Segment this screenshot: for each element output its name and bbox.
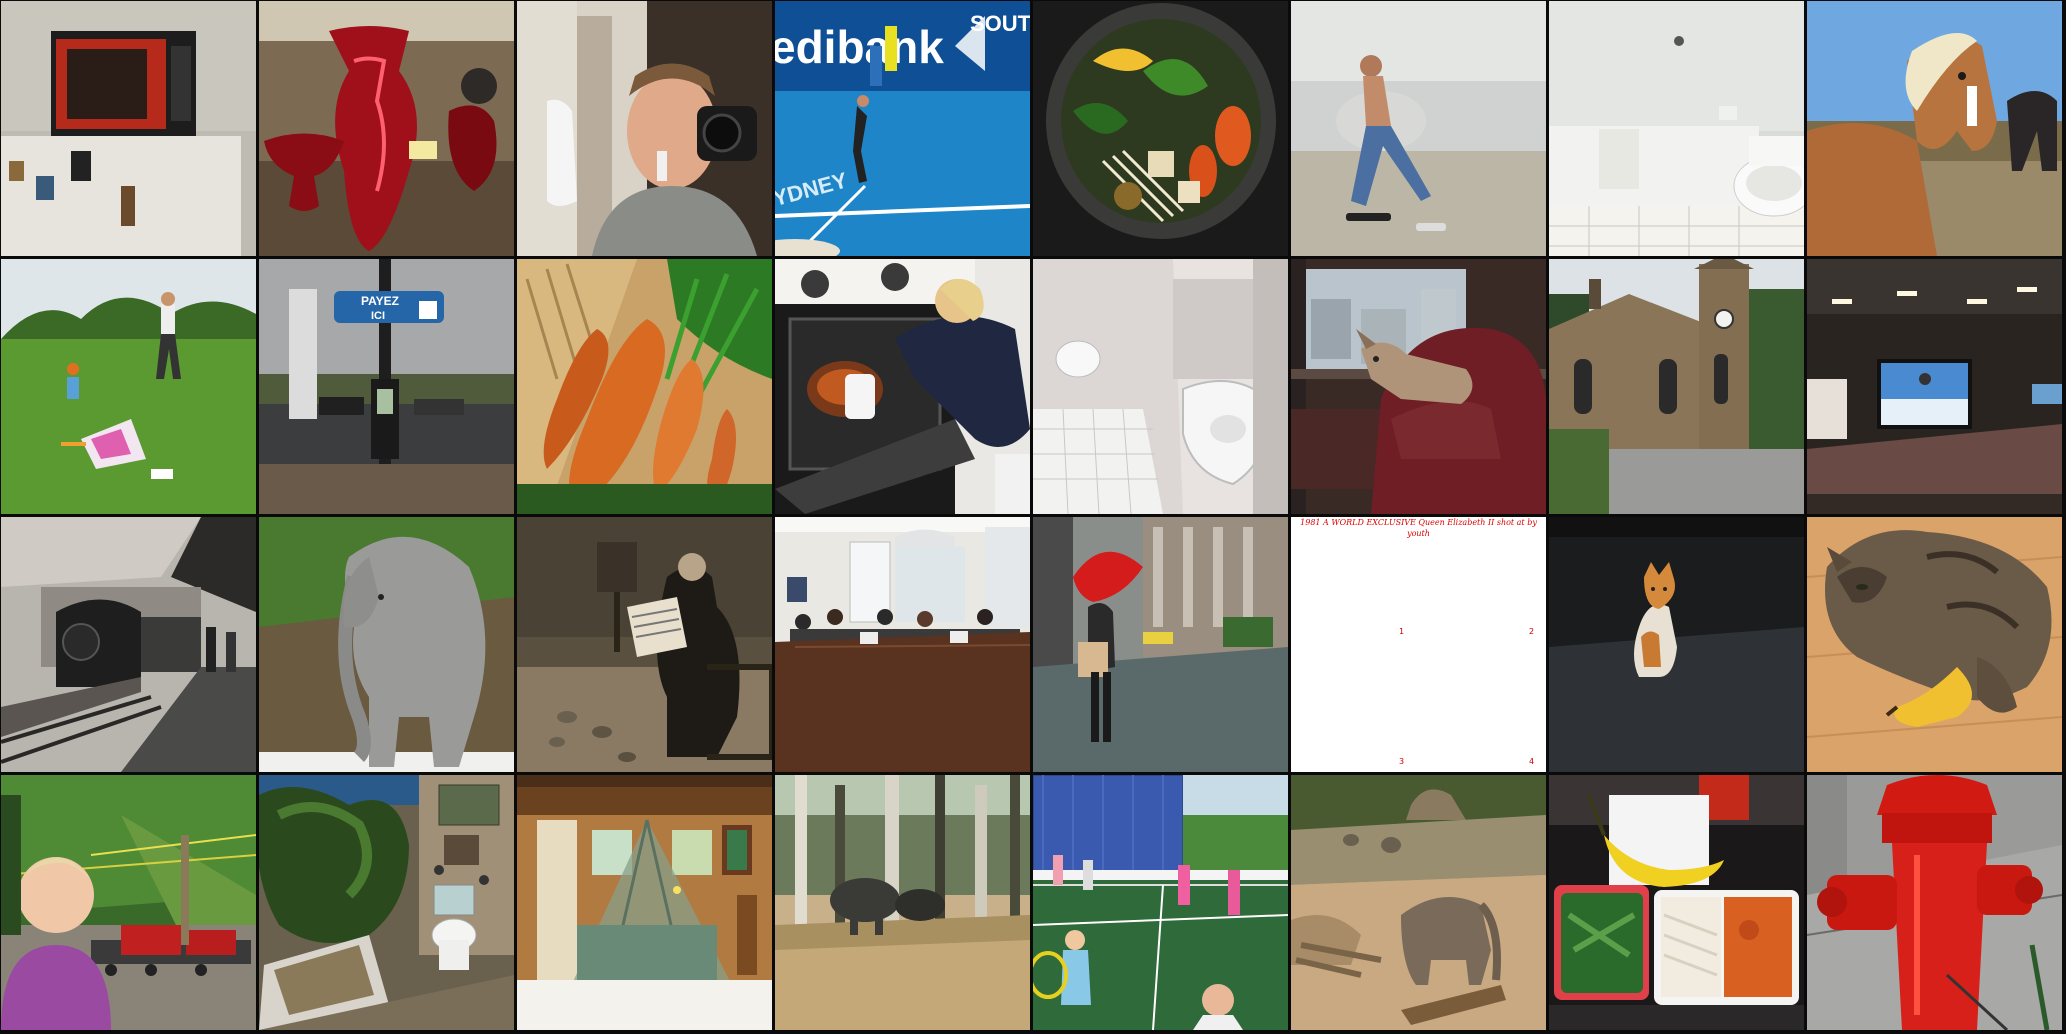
- airline-meal-tile: [1549, 775, 1804, 1030]
- man-newspaper-tile: [517, 517, 772, 772]
- ici-sign-text: ICI: [371, 310, 385, 322]
- lobby-screen-tile: [1807, 259, 2062, 514]
- woman-oven-tile: [775, 259, 1030, 514]
- small-bathroom-tile: [1033, 259, 1288, 514]
- man-with-camera-tile: [517, 1, 772, 256]
- red-glass-vases-tile: [259, 1, 514, 256]
- red-umbrella-tile: [1033, 517, 1288, 772]
- elephant-enclosure-tile: [259, 517, 514, 772]
- medibank-banner-text: edibank: [775, 21, 944, 73]
- panel-number-1: 1: [1399, 627, 1405, 636]
- skateboarder-tile: [1291, 1, 1546, 256]
- queen-horse-tile: 1981 A WORLD EXCLUSIVE Queen Elizabeth I…: [1291, 517, 1546, 772]
- bathroom-toilet-tile: [1549, 1, 1804, 256]
- tennis-serve-tile: edibank SOUT AFR SYDNEY: [775, 1, 1030, 256]
- vegetable-pot-tile: [1033, 1, 1288, 256]
- carrots-basket-tile: [517, 259, 772, 514]
- queen-headline-caption: 1981 A WORLD EXCLUSIVE Queen Elizabeth I…: [1291, 517, 1546, 539]
- boy-toy-train-tile: [1, 775, 256, 1030]
- kite-field-tile: [1, 259, 256, 514]
- cat-dark-tile: [1549, 517, 1804, 772]
- stone-station-tile: [1549, 259, 1804, 514]
- parking-sign-tile: PAYEZ ICI: [259, 259, 514, 514]
- elephant-zoo-tile: [1291, 775, 1546, 1030]
- elephants-forest-tile: [775, 775, 1030, 1030]
- cat-banana-tile: [1807, 517, 2062, 772]
- panel-number-2: 2: [1529, 627, 1535, 636]
- panel-number-4: 4: [1529, 757, 1535, 766]
- fire-hydrant-tile: [1807, 775, 2062, 1030]
- payez-sign-text: PAYEZ: [361, 294, 399, 308]
- tree-toilet-tile: [259, 775, 514, 1030]
- panel-number-3: 3: [1399, 757, 1405, 766]
- microwave-on-fridge-tile: [1, 1, 256, 256]
- conference-table-tile: [775, 517, 1030, 772]
- tennis-kids-tile: [1033, 775, 1288, 1030]
- steam-train-tile: [1, 517, 256, 772]
- canopy-bed-tile: [517, 775, 772, 1030]
- dog-on-chair-tile: [1291, 259, 1546, 514]
- horse-tile: [1807, 1, 2062, 256]
